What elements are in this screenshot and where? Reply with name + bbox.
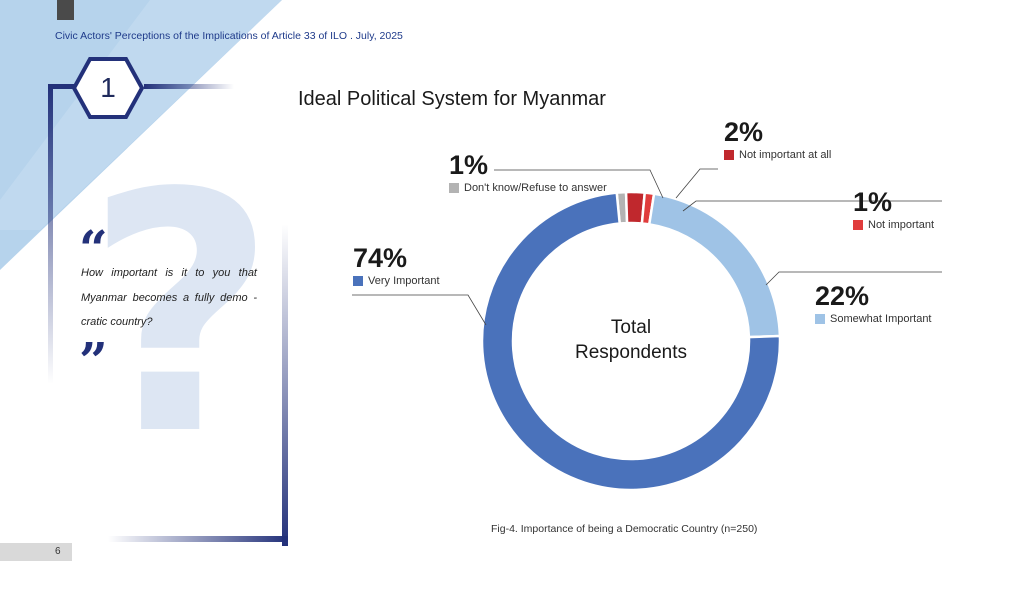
section-number: 1	[100, 72, 116, 103]
pct-not-important-at-all: 2%	[724, 117, 764, 147]
question-panel-frame	[48, 84, 288, 546]
data-label-not-important: 1% Not important	[853, 189, 934, 231]
swatch-very-important	[353, 276, 363, 286]
leader-line-very-important	[352, 294, 487, 326]
page-number: 6	[55, 546, 61, 557]
legend-not-important: Not important	[853, 219, 934, 231]
data-label-very-important: 74% Very Important	[353, 245, 440, 287]
legend-text-very-important: Very Important	[368, 275, 440, 287]
question-text: How important is it to you that Myanmar …	[81, 267, 257, 328]
leader-line-not-important	[682, 200, 942, 212]
data-label-not-important-at-all: 2% Not important at all	[724, 119, 831, 161]
pct-not-important: 1%	[853, 187, 893, 217]
swatch-not-important-at-all	[724, 150, 734, 160]
legend-text-dont-know: Don't know/Refuse to answer	[464, 182, 607, 194]
center-label-line-1: Total	[610, 317, 652, 338]
legend-text-somewhat-important: Somewhat Important	[830, 313, 932, 325]
question-mark-decoration: ?	[85, 123, 277, 507]
pct-somewhat-important: 22%	[815, 281, 870, 311]
figure-caption: Fig-4. Importance of being a Democratic …	[491, 523, 758, 535]
section-number-badge	[72, 57, 144, 119]
legend-dont-know: Don't know/Refuse to answer	[449, 182, 607, 194]
legend-not-important-at-all: Not important at all	[724, 149, 831, 161]
donut-center-label: Total Respondents	[546, 315, 716, 365]
swatch-not-important	[853, 220, 863, 230]
top-tab-marker	[57, 0, 74, 20]
pct-very-important: 74%	[353, 243, 408, 273]
leader-line-somewhat-important	[765, 271, 942, 286]
slice-very-important	[480, 191, 782, 492]
center-label-line-2: Respondents	[575, 342, 687, 363]
swatch-dont-know	[449, 183, 459, 193]
legend-somewhat-important: Somewhat Important	[815, 313, 932, 325]
open-quote-icon: “	[79, 219, 108, 278]
leader-line-dont-know	[494, 169, 664, 199]
report-header: Civic Actors' Perceptions of the Implica…	[55, 30, 403, 42]
legend-text-not-important: Not important	[868, 219, 935, 231]
close-quote-icon: ”	[79, 331, 108, 390]
legend-very-important: Very Important	[353, 275, 440, 287]
legend-text-not-important-at-all: Not important at all	[739, 149, 832, 161]
pct-dont-know: 1%	[449, 150, 489, 180]
leader-line-not-important-at-all	[675, 168, 718, 199]
swatch-somewhat-important	[815, 314, 825, 324]
chart-title: Ideal Political System for Myanmar	[298, 88, 606, 110]
data-label-dont-know: 1% Don't know/Refuse to answer	[449, 152, 607, 194]
page-number-bar	[0, 543, 72, 561]
data-label-somewhat-important: 22% Somewhat Important	[815, 283, 932, 325]
